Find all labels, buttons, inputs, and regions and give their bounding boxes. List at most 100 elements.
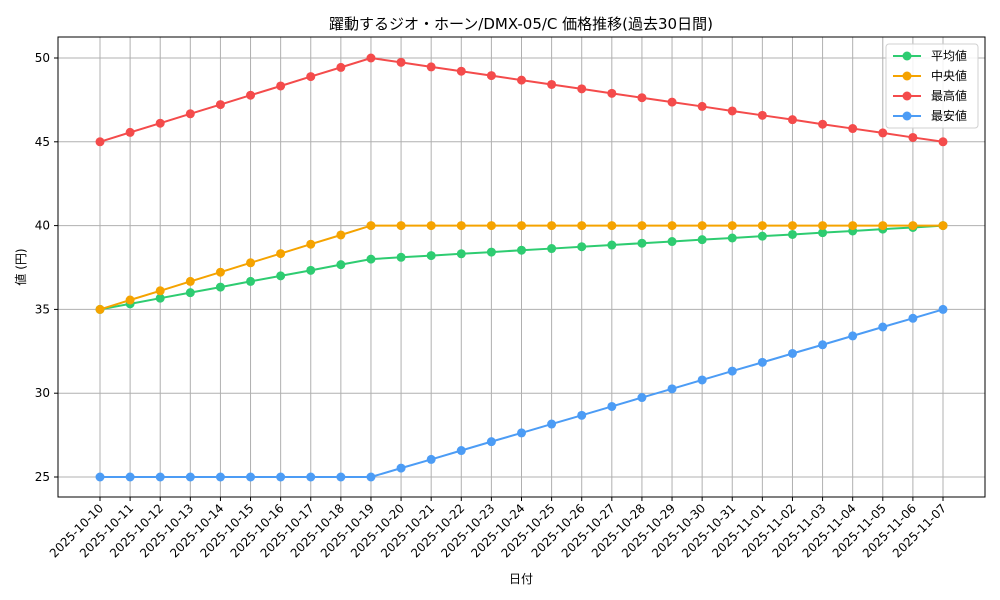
data-point xyxy=(577,410,587,420)
series-line xyxy=(95,221,948,314)
data-point xyxy=(215,472,225,482)
legend-marker-icon xyxy=(902,71,912,81)
data-point xyxy=(426,221,436,231)
data-point xyxy=(938,221,948,231)
data-point xyxy=(547,221,557,231)
data-point xyxy=(517,75,526,85)
data-point xyxy=(185,109,195,119)
data-point xyxy=(246,90,256,100)
data-point xyxy=(908,132,918,142)
y-tick-label: 35 xyxy=(35,302,50,316)
y-axis-ticks: 25 30 35 40 45 50 xyxy=(35,51,58,484)
legend-item: 平均値 xyxy=(893,48,967,63)
series-line xyxy=(95,53,948,147)
data-point xyxy=(908,221,918,231)
data-point xyxy=(155,472,165,482)
data-point xyxy=(486,221,496,231)
data-point xyxy=(456,66,466,76)
data-point xyxy=(848,331,858,341)
legend-box xyxy=(885,43,979,129)
data-point xyxy=(697,375,707,385)
data-point xyxy=(878,128,888,138)
data-point xyxy=(155,118,165,128)
data-point xyxy=(246,276,256,286)
data-point xyxy=(757,110,767,120)
data-point xyxy=(517,428,526,438)
data-point xyxy=(246,258,256,268)
data-point xyxy=(336,230,346,240)
data-point xyxy=(426,454,436,464)
legend-label: 平均値 xyxy=(931,48,967,63)
legend-marker-icon xyxy=(902,51,912,61)
chart-title: 躍動するジオ・ホーン/DMX-05/C 価格推移(過去30日間) xyxy=(329,15,713,33)
data-point xyxy=(727,221,737,231)
data-point xyxy=(517,221,526,231)
data-point xyxy=(787,115,797,125)
data-point xyxy=(637,393,647,403)
data-point xyxy=(155,293,165,303)
data-point xyxy=(637,93,647,103)
x-axis-label: 日付 xyxy=(509,572,533,586)
legend-item: 最高値 xyxy=(893,88,967,103)
data-point xyxy=(818,340,828,350)
data-point xyxy=(366,53,376,63)
data-point xyxy=(486,71,496,81)
data-point xyxy=(125,472,135,482)
data-point xyxy=(607,88,617,98)
data-point xyxy=(426,251,436,261)
data-point xyxy=(396,221,406,231)
data-point xyxy=(215,100,225,110)
data-point xyxy=(366,254,376,264)
data-point xyxy=(276,472,286,482)
y-tick-label: 30 xyxy=(35,386,50,400)
data-point xyxy=(276,271,286,281)
data-point xyxy=(215,267,225,277)
legend-label: 最高値 xyxy=(931,88,967,103)
data-point xyxy=(577,242,587,252)
data-point xyxy=(607,240,617,250)
y-tick-label: 50 xyxy=(35,51,50,65)
data-point xyxy=(727,233,737,243)
data-point xyxy=(366,472,376,482)
data-point xyxy=(125,295,135,305)
data-point xyxy=(95,304,105,314)
data-point xyxy=(757,357,767,367)
data-point xyxy=(667,221,677,231)
data-point xyxy=(95,137,105,147)
x-axis-ticks: 2025-10-102025-10-112025-10-122025-10-13… xyxy=(47,497,949,560)
data-point xyxy=(727,106,737,116)
data-point xyxy=(547,79,557,89)
y-axis-label: 値 (円) xyxy=(13,248,28,285)
data-point xyxy=(697,221,707,231)
data-point xyxy=(95,472,105,482)
data-point xyxy=(306,265,316,275)
grid-lines xyxy=(58,37,985,497)
legend-label: 中央値 xyxy=(931,68,967,83)
data-point xyxy=(637,221,647,231)
data-point xyxy=(276,249,286,259)
y-tick-label: 45 xyxy=(35,135,50,149)
series-layer xyxy=(95,53,948,482)
series-line xyxy=(95,304,948,482)
y-tick-label: 25 xyxy=(35,470,50,484)
data-point xyxy=(878,322,888,332)
data-point xyxy=(607,221,617,231)
data-point xyxy=(818,221,828,231)
data-point xyxy=(155,286,165,296)
data-point xyxy=(426,62,436,72)
data-point xyxy=(336,260,346,270)
data-point xyxy=(246,472,256,482)
data-point xyxy=(667,237,677,247)
data-point xyxy=(486,437,496,447)
data-point xyxy=(577,84,587,94)
data-point xyxy=(938,137,948,147)
legend-item: 中央値 xyxy=(893,68,967,83)
data-point xyxy=(336,62,346,72)
data-point xyxy=(938,304,948,314)
y-tick-label: 40 xyxy=(35,219,50,233)
data-point xyxy=(577,221,587,231)
data-point xyxy=(306,239,316,249)
data-point xyxy=(697,101,707,111)
data-point xyxy=(456,221,466,231)
data-point xyxy=(276,81,286,91)
